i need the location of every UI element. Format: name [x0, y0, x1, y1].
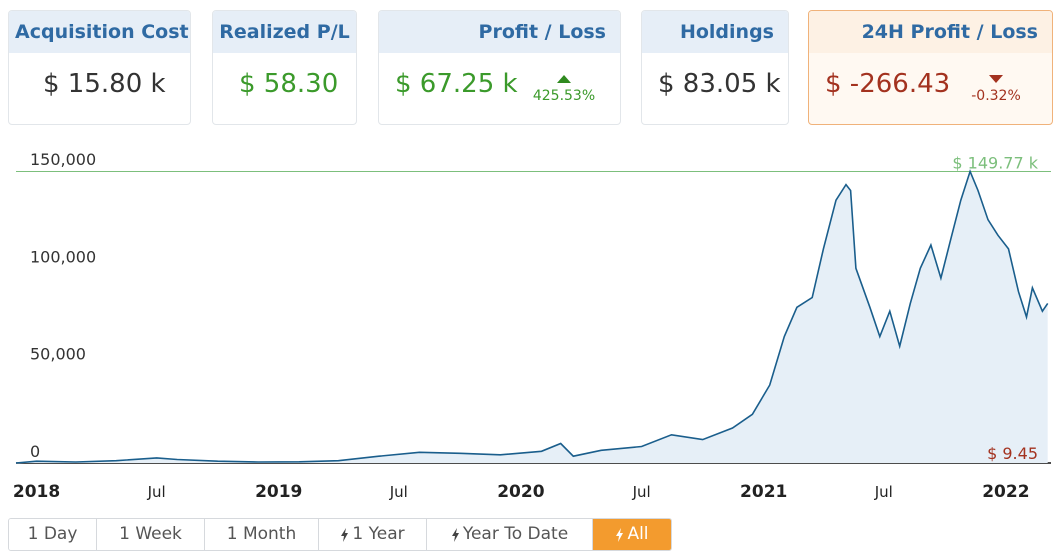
x-tick-label: Jul	[632, 483, 651, 501]
card-profit-loss: Profit / Loss $ 67.25 k 425.53%	[378, 10, 621, 125]
card-acquisition-cost-label: Acquisition Cost	[9, 11, 190, 53]
card-holdings-label: Holdings	[642, 11, 788, 53]
portfolio-value-area	[16, 171, 1048, 463]
range-button-label: 1 Week	[119, 524, 182, 544]
card-profit-loss-label: Profit / Loss	[379, 11, 620, 53]
card-realized-pl-value: $ 58.30	[239, 69, 339, 99]
x-tick-label: 2022	[982, 482, 1029, 502]
card-acquisition-cost-value: $ 15.80 k	[43, 69, 166, 99]
range-button-1-week[interactable]: 1 Week	[97, 519, 205, 550]
x-tick-label: 2020	[497, 482, 544, 502]
card-profit-loss-value: $ 67.25 k	[395, 69, 518, 99]
lightning-icon	[451, 527, 459, 542]
range-button-label: All	[627, 524, 649, 544]
range-button-label: 1 Day	[27, 524, 78, 544]
card-holdings-value: $ 83.05 k	[658, 69, 781, 99]
caret-down-icon	[989, 75, 1003, 83]
range-button-1-day[interactable]: 1 Day	[9, 519, 97, 550]
x-tick-label: 2021	[740, 482, 787, 502]
card-realized-pl-label: Realized P/L	[213, 11, 356, 53]
range-button-all[interactable]: All	[593, 519, 671, 550]
x-tick-label: Jul	[874, 483, 893, 501]
lightning-icon	[616, 527, 624, 542]
range-button-year-to-date[interactable]: Year To Date	[427, 519, 593, 550]
range-button-1-month[interactable]: 1 Month	[205, 519, 319, 550]
range-button-1-year[interactable]: 1 Year	[319, 519, 427, 550]
min-value-label: $ 9.45	[987, 444, 1038, 463]
caret-up-icon	[557, 75, 571, 83]
x-tick-label: Jul	[147, 483, 166, 501]
range-button-label: 1 Year	[352, 524, 405, 544]
range-selector: 1 Day 1 Week 1 Month 1 Year Year To Date…	[8, 518, 672, 551]
y-tick-label: 0	[30, 442, 40, 461]
card-24h-profit-loss-value: $ -266.43	[825, 69, 951, 99]
range-button-label: Year To Date	[462, 524, 569, 544]
range-button-label: 1 Month	[226, 524, 297, 544]
max-value-label: $ 149.77 k	[952, 153, 1038, 172]
lightning-icon	[341, 527, 349, 542]
card-24h-profit-loss-change: -0.32%	[971, 88, 1021, 104]
y-tick-label: 50,000	[30, 345, 86, 364]
y-tick-label: 150,000	[30, 150, 96, 169]
portfolio-value-chart: 0 50,000 100,000 150,000 2018 Jul 2019 Jul 2020…	[13, 150, 1051, 502]
card-profit-loss-change: 425.53%	[532, 88, 596, 104]
card-realized-pl: Realized P/L $ 58.30	[212, 10, 357, 125]
x-tick-label: Jul	[389, 483, 408, 501]
x-tick-label: 2019	[255, 482, 302, 502]
portfolio-value-line	[15, 169, 1049, 464]
card-24h-profit-loss: 24H Profit / Loss $ -266.43 -0.32%	[808, 10, 1053, 125]
card-holdings: Holdings $ 83.05 k	[641, 10, 789, 125]
y-tick-label: 100,000	[30, 247, 96, 266]
card-acquisition-cost: Acquisition Cost $ 15.80 k	[8, 10, 191, 125]
x-tick-label: 2018	[13, 482, 60, 502]
card-24h-profit-loss-label: 24H Profit / Loss	[809, 11, 1052, 53]
